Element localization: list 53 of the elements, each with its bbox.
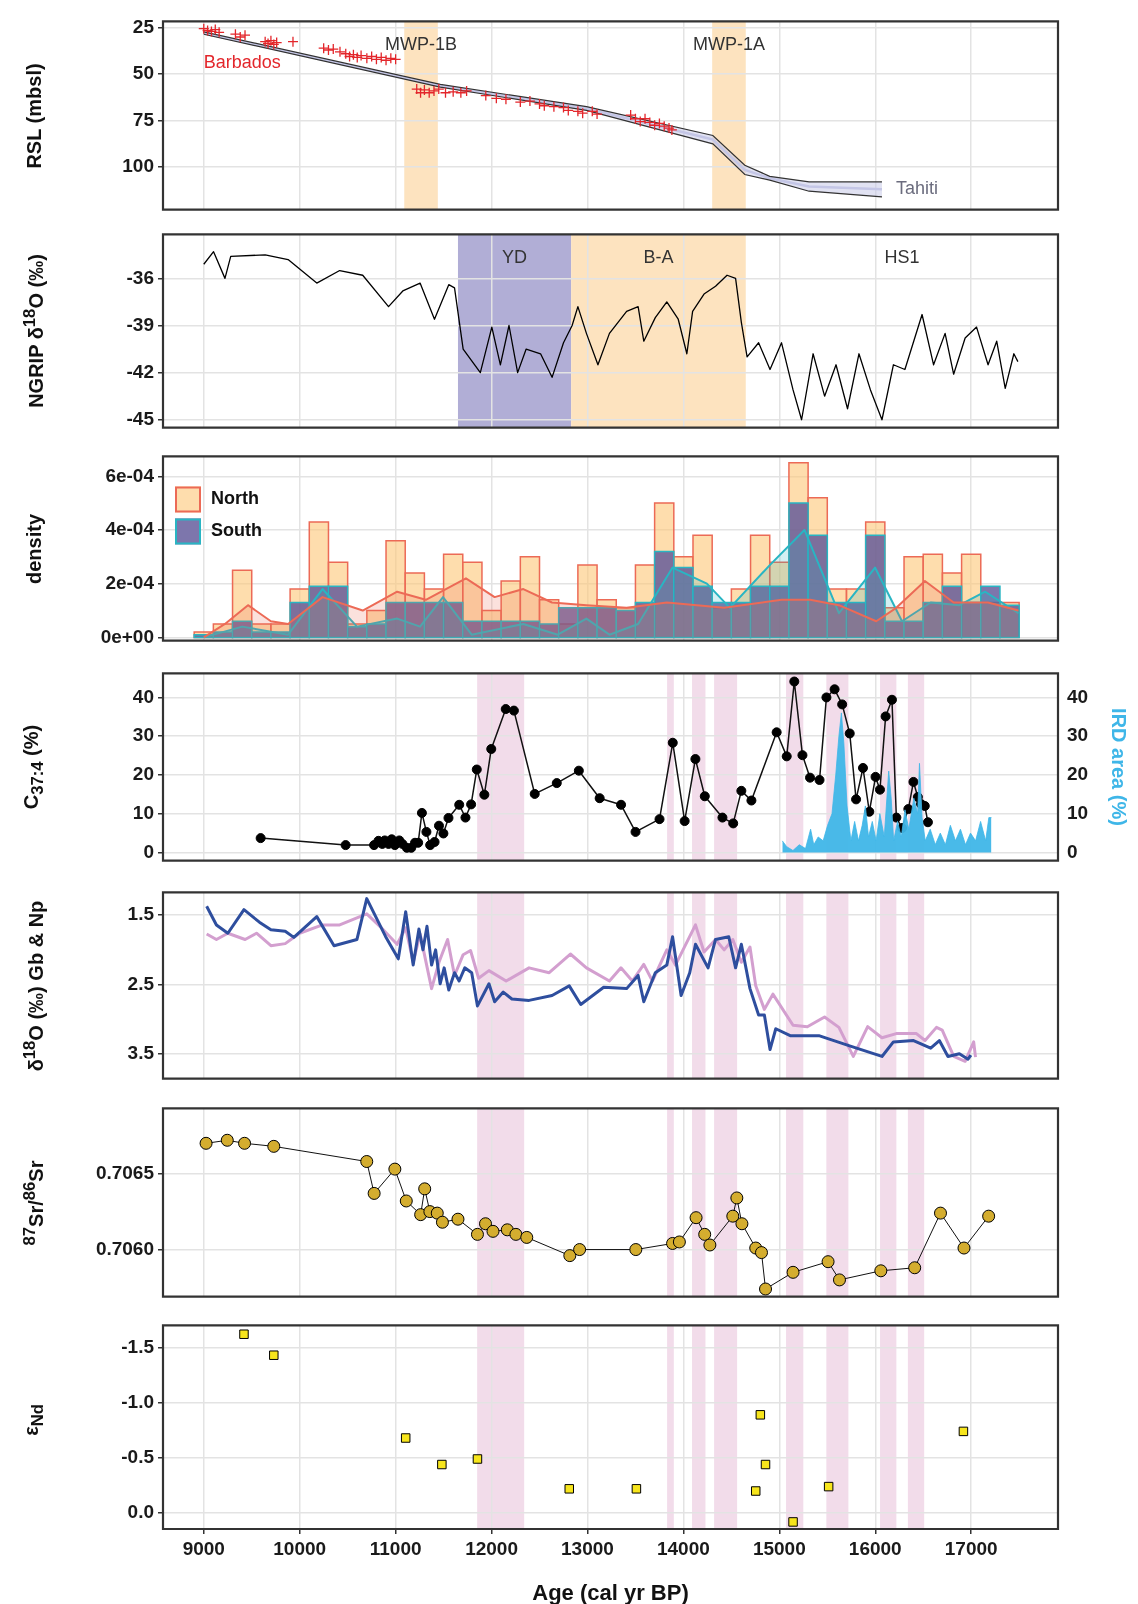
band-label: YD bbox=[502, 247, 528, 268]
y-tick-label: 25 bbox=[132, 15, 155, 37]
y-tick-label: -1.5 bbox=[121, 1335, 155, 1357]
x-tick-label: 15000 bbox=[752, 1537, 806, 1559]
y2-tick-label: 40 bbox=[1067, 685, 1089, 707]
x-tick-label: 10000 bbox=[273, 1537, 327, 1559]
x-tick-label: 17000 bbox=[944, 1537, 998, 1559]
x-tick-label: 16000 bbox=[848, 1537, 902, 1559]
series-label: Barbados bbox=[203, 51, 281, 72]
y-tick-label: 4e-04 bbox=[105, 518, 155, 540]
band-label: MWP-1B bbox=[385, 34, 458, 55]
y2-axis-title: IRD area (%) bbox=[1106, 708, 1130, 826]
y2-tick-label: 0 bbox=[1067, 840, 1078, 862]
y-tick-label: -45 bbox=[126, 407, 155, 429]
x-axis-title: Age (cal yr BP) bbox=[532, 1579, 689, 1604]
y-tick-label: 3.5 bbox=[127, 1041, 155, 1063]
y-tick-label: 40 bbox=[132, 685, 154, 707]
series-label: Tahiti bbox=[895, 178, 939, 199]
y-tick-label: 10 bbox=[132, 801, 154, 823]
x-tick-label: 12000 bbox=[465, 1537, 518, 1559]
y-tick-label: 100 bbox=[122, 155, 154, 177]
y-tick-label: 0e+00 bbox=[100, 625, 154, 647]
y-tick-label: 75 bbox=[132, 108, 155, 130]
y-tick-label: -39 bbox=[126, 313, 154, 335]
annotation: HS1 bbox=[884, 247, 920, 268]
y-tick-label: 2e-04 bbox=[105, 571, 155, 593]
y-tick-label: -1.0 bbox=[121, 1390, 154, 1412]
x-tick-label: 14000 bbox=[656, 1537, 710, 1559]
y-tick-label: 6e-04 bbox=[105, 464, 155, 486]
y-tick-label: -0.5 bbox=[121, 1446, 155, 1468]
y-tick-label: 20 bbox=[132, 763, 154, 785]
y2-tick-label: 20 bbox=[1067, 763, 1089, 785]
y-tick-label: 0.7065 bbox=[95, 1161, 155, 1183]
x-tick-label: 9000 bbox=[182, 1537, 225, 1559]
y-tick-label: 1.5 bbox=[127, 903, 155, 925]
legend-label: South bbox=[211, 520, 262, 541]
y-tick-label: 50 bbox=[132, 62, 154, 84]
band-label: MWP-1A bbox=[692, 34, 765, 55]
y2-tick-label: 10 bbox=[1067, 801, 1089, 823]
y-tick-label: 0.7060 bbox=[95, 1237, 154, 1259]
x-tick-label: 13000 bbox=[561, 1537, 614, 1559]
y-tick-label: -42 bbox=[126, 360, 154, 382]
y-tick-label: 0 bbox=[143, 840, 154, 862]
y-tick-label: 30 bbox=[132, 724, 154, 746]
y-axis-title: density bbox=[22, 513, 46, 584]
y2-tick-label: 30 bbox=[1067, 724, 1089, 746]
legend-label: North bbox=[211, 488, 259, 509]
y-tick-label: -36 bbox=[126, 266, 154, 288]
x-tick-label: 11000 bbox=[369, 1537, 422, 1559]
y-axis-title: RSL (mbsl) bbox=[22, 62, 46, 169]
y-tick-label: 2.5 bbox=[127, 972, 155, 994]
band-label: B-A bbox=[643, 247, 674, 268]
y-tick-label: 0.0 bbox=[127, 1501, 154, 1523]
